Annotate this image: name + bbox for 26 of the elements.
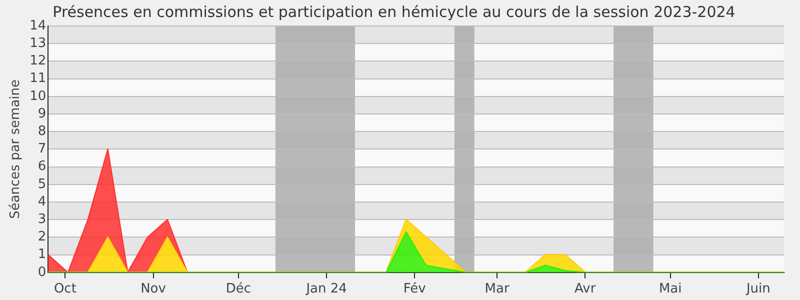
- x-tick-label: Juin: [745, 282, 770, 297]
- y-tick-label: 14: [30, 18, 46, 34]
- y-tick-label: 12: [30, 54, 46, 69]
- y-tick-label: 9: [38, 106, 46, 122]
- y-tick-label: 11: [30, 71, 46, 86]
- x-tick-label: Déc: [226, 282, 252, 297]
- y-tick-label: 0: [38, 264, 46, 280]
- x-tick-label: Mai: [658, 282, 682, 297]
- chart-title: Présences en commissions et participation en hémicycle au cours de la session 2023-2024: [52, 2, 736, 21]
- x-tick-label: Fév: [403, 282, 426, 297]
- y-tick-label: 10: [30, 88, 46, 104]
- y-tick-label: 5: [38, 176, 46, 192]
- y-tick-label: 6: [38, 159, 46, 174]
- y-tick-label: 4: [38, 194, 46, 210]
- x-tick-label: Oct: [54, 282, 76, 297]
- y-axis-title: Séances par semaine: [8, 79, 24, 219]
- y-tick-label: 13: [30, 36, 46, 51]
- y-tick-label: 2: [38, 230, 46, 245]
- x-tick-label: Mar: [484, 282, 510, 297]
- x-tick-label: Nov: [140, 282, 166, 297]
- y-tick-label: 7: [38, 142, 46, 157]
- y-tick-label: 3: [38, 212, 46, 227]
- x-tick-label: Avr: [574, 282, 596, 297]
- x-tick-label: Jan 24: [305, 282, 347, 297]
- y-tick-label: 1: [38, 247, 46, 262]
- y-tick-label: 8: [38, 124, 46, 139]
